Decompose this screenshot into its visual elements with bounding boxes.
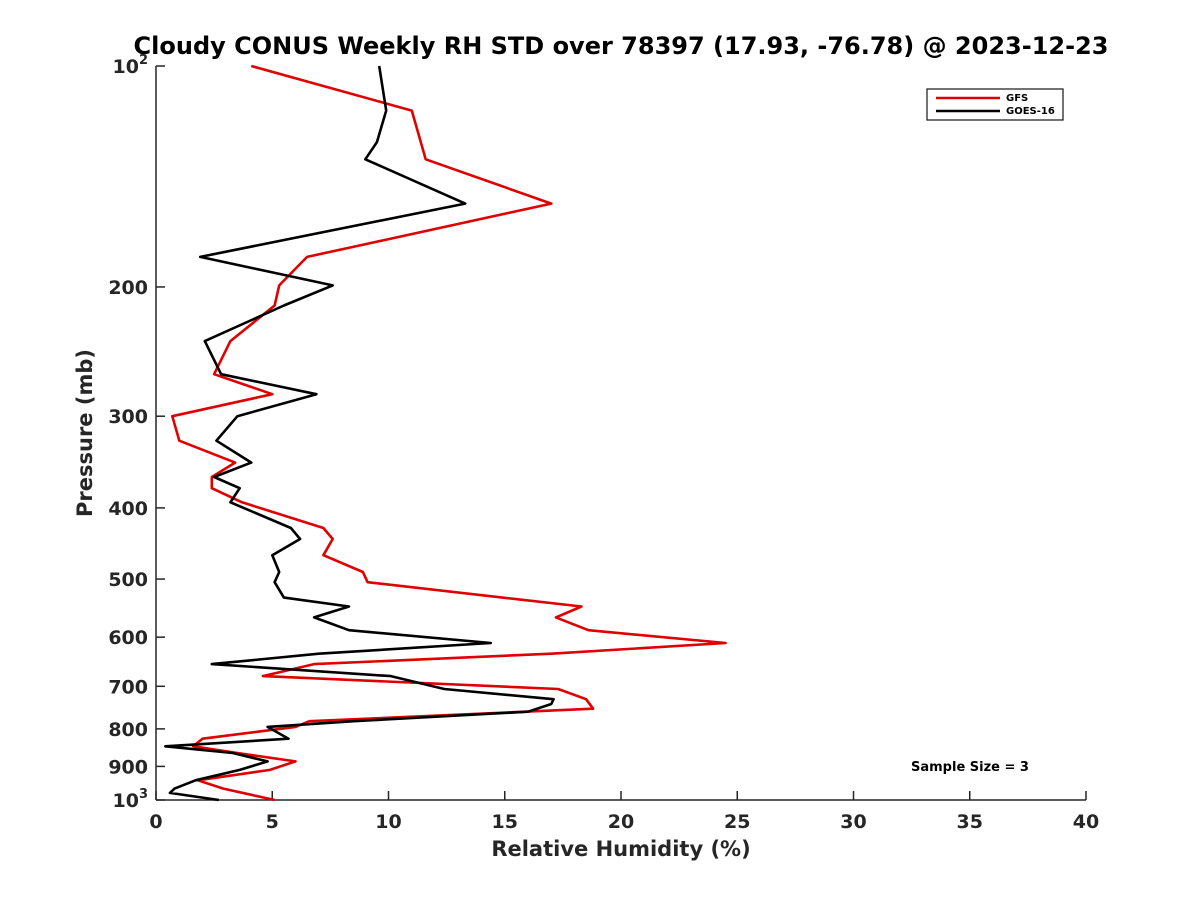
x-tick-label: 20	[608, 811, 634, 833]
x-axis-ticks: 0 5 10 15 20 25 30 35 40	[149, 791, 1099, 833]
chart-title: Cloudy CONUS Weekly RH STD over 78397 (1…	[134, 32, 1109, 60]
y-axis-ticks: 102 200 300 400 500 600 700 800 900 103	[108, 53, 165, 812]
legend: GFS GOES-16	[926, 88, 1064, 121]
y-tick-label: 200	[108, 277, 148, 299]
legend-label-goes16: GOES-16	[1006, 106, 1055, 117]
y-tick-label: 400	[108, 498, 148, 520]
sample-size-annotation: Sample Size = 3	[911, 760, 1029, 775]
y-tick-label: 800	[108, 719, 148, 741]
series-layer	[164, 64, 727, 802]
x-tick-label: 25	[724, 811, 750, 833]
x-tick-label: 35	[957, 811, 983, 833]
legend-box	[926, 88, 1064, 121]
x-tick-label: 15	[492, 811, 518, 833]
x-tick-label: 0	[149, 811, 162, 833]
y-tick-label: 600	[108, 627, 148, 649]
x-tick-label: 5	[266, 811, 279, 833]
y-tick-label: 700	[108, 676, 148, 698]
x-axis-label: Relative Humidity (%)	[491, 837, 750, 861]
y-tick-label: 900	[108, 756, 148, 778]
x-tick-label: 40	[1073, 811, 1099, 833]
x-tick-label: 10	[375, 811, 401, 833]
x-tick-label: 30	[840, 811, 866, 833]
y-axis-label: Pressure (mb)	[73, 349, 97, 517]
y-tick-label: 102	[113, 53, 149, 78]
y-tick-label: 500	[108, 569, 148, 591]
y-tick-label: 103	[113, 787, 149, 812]
series-line-goes-16	[164, 65, 555, 802]
series-line-gfs	[171, 64, 727, 802]
y-tick-label: 300	[108, 406, 148, 428]
legend-label-gfs: GFS	[1006, 93, 1028, 104]
